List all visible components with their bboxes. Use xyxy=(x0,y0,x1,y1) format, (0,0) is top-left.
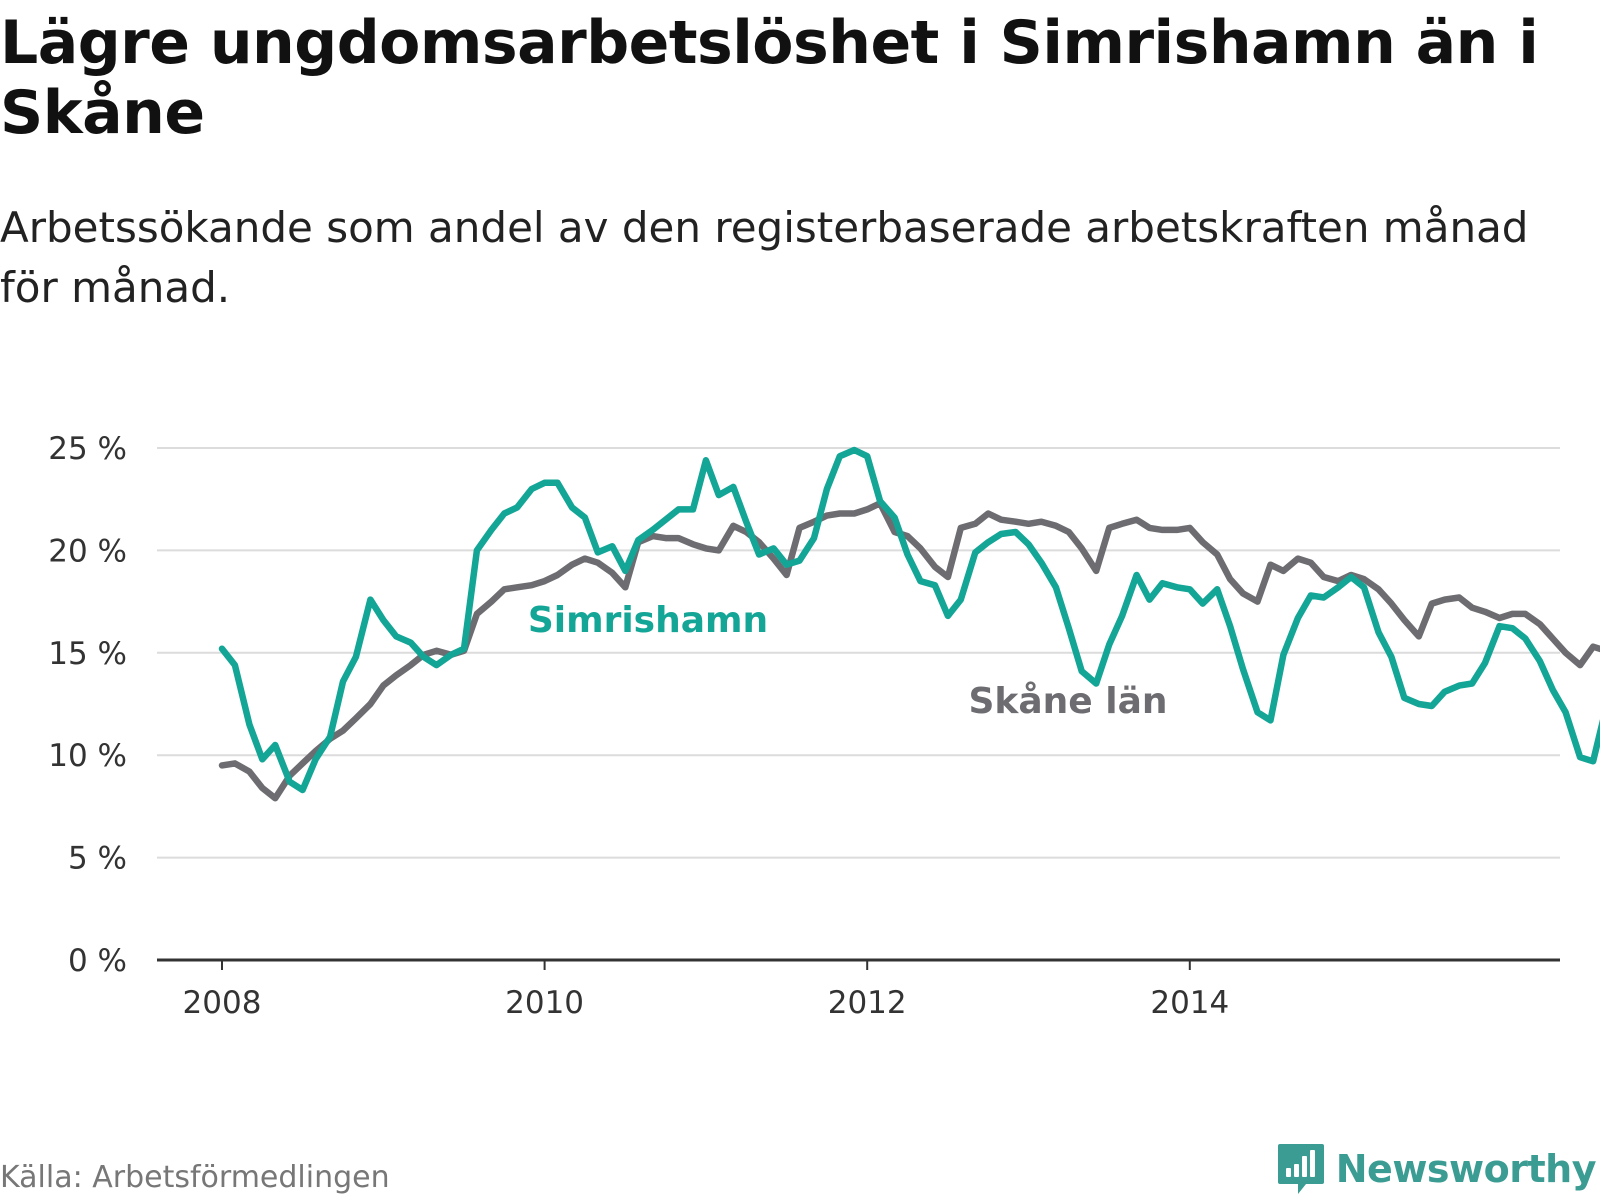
chart-subtitle: Arbetssökande som andel av den registerb… xyxy=(0,203,1529,312)
y-tick-label: 25 % xyxy=(48,431,127,467)
series-label-skane-halo: Skåne län xyxy=(968,681,1167,722)
brand-logo[interactable]: Newsworthy xyxy=(1276,1142,1597,1196)
series-layer xyxy=(218,446,1600,802)
y-tick-label: 10 % xyxy=(48,738,127,774)
x-tick-label: 2012 xyxy=(828,985,907,1021)
series-label-simrishamn: Simrishamn xyxy=(528,600,768,641)
series-line-simrishamn xyxy=(218,446,1600,794)
y-tick-label: 15 % xyxy=(48,636,127,672)
x-tick-label: 2008 xyxy=(183,985,262,1021)
series-label-simrishamn-halo: Simrishamn xyxy=(528,600,768,641)
bar-chart-bubble-icon xyxy=(1277,1144,1324,1194)
x-tick-label: 2010 xyxy=(505,985,584,1021)
y-tick-label: 0 % xyxy=(68,943,127,979)
y-tick-label: 5 % xyxy=(68,841,127,877)
grid-layer xyxy=(157,447,1560,859)
y-tick-label: 20 % xyxy=(48,533,127,569)
source-note: Källa: Arbetsförmedlingen xyxy=(0,1160,390,1195)
x-tick-label: 2014 xyxy=(1150,985,1229,1021)
series-label-skane: Skåne län xyxy=(968,681,1167,722)
brand-name: Newsworthy xyxy=(1335,1147,1597,1191)
chart-title: Lägre ungdomsarbetslöshet i Simrishamn ä… xyxy=(0,8,1539,148)
y-axis-ticks: 0 % 5 % 10 % 15 % 20 % 25 % xyxy=(48,431,127,979)
x-axis: 20082010201220142017201920212023 xyxy=(157,958,1560,1021)
series-line-skane xyxy=(218,500,1600,802)
